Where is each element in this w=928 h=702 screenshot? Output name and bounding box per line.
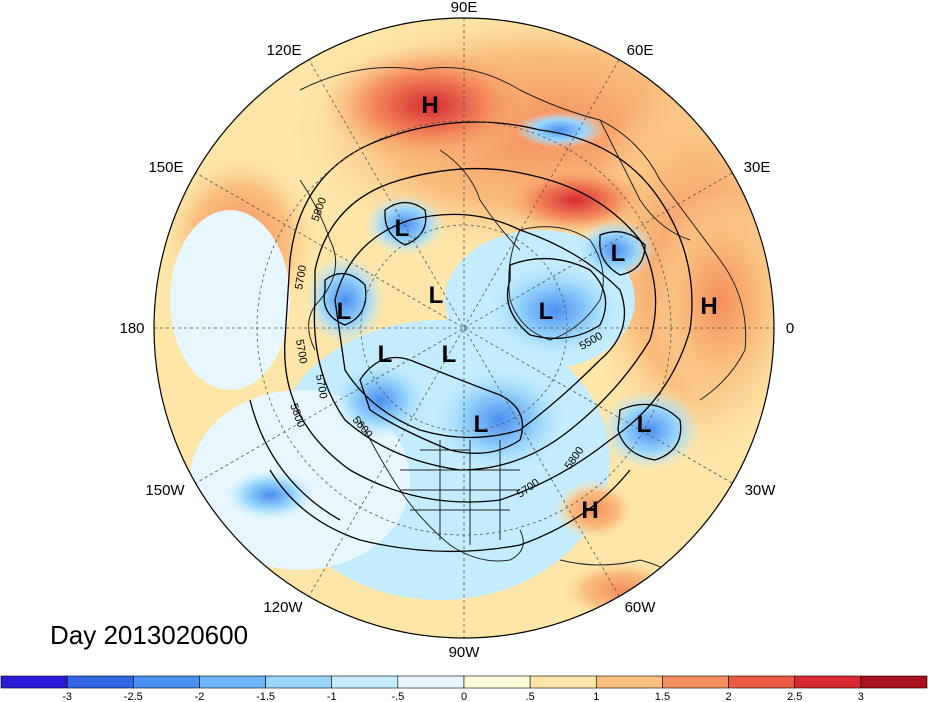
low-center: L bbox=[337, 298, 352, 325]
colorbar-tick-label: -3 bbox=[62, 691, 72, 702]
colorbar-tick-label: 1 bbox=[593, 691, 599, 702]
low-center: L bbox=[378, 341, 393, 368]
colorbar-swatch bbox=[794, 675, 862, 689]
colorbar-swatch bbox=[463, 675, 531, 689]
low-center: L bbox=[429, 282, 444, 309]
colorbar-tick-label: -2.5 bbox=[124, 691, 143, 702]
map-boundary bbox=[153, 17, 775, 639]
colorbar-swatch bbox=[265, 675, 333, 689]
low-center: L bbox=[395, 215, 410, 242]
lon-label-150e: 150E bbox=[148, 159, 183, 176]
lon-label-30e: 30E bbox=[744, 159, 771, 176]
height-contours bbox=[249, 121, 693, 553]
lon-label-120e: 120E bbox=[266, 42, 301, 59]
lon-label-0: 0 bbox=[786, 320, 794, 337]
colorbar-tick-label: 1.5 bbox=[655, 691, 670, 702]
low-center: L bbox=[442, 341, 457, 368]
longitude-labels: 90E 60E 30E 0 30W 60W 90W 120W 150W 180 … bbox=[119, 0, 794, 661]
lon-label-90e: 90E bbox=[451, 0, 478, 16]
lon-label-60e: 60E bbox=[627, 42, 654, 59]
colorbar-swatch bbox=[728, 675, 796, 689]
lon-label-90w: 90W bbox=[449, 644, 481, 661]
low-center: L bbox=[637, 411, 652, 438]
high-center: H bbox=[700, 293, 717, 320]
colorbar-swatch bbox=[860, 675, 928, 689]
colorbar-tick-label: .5 bbox=[526, 691, 535, 702]
colorbar: -3 -2.5 -2 -1.5 -1 -.5 0 .5 1 1.5 2 2.5 3 bbox=[0, 675, 928, 702]
colorbar-tick-label: 3 bbox=[858, 691, 864, 702]
contour-label: 5700 bbox=[293, 264, 309, 290]
colorbar-swatch bbox=[331, 675, 399, 689]
colorbar-swatch bbox=[595, 675, 663, 689]
lon-label-180: 180 bbox=[119, 320, 144, 337]
lon-label-60w: 60W bbox=[625, 599, 657, 616]
colorbar-swatch bbox=[132, 675, 200, 689]
colorbar-tick-label: -1 bbox=[327, 691, 337, 702]
coastlines bbox=[299, 67, 747, 601]
contour-label: 5700 bbox=[313, 373, 329, 399]
low-center: L bbox=[474, 411, 489, 438]
low-center: L bbox=[611, 240, 626, 267]
high-center: H bbox=[421, 92, 438, 119]
colorbar-swatch bbox=[0, 675, 68, 689]
low-center: L bbox=[539, 298, 554, 325]
colorbar-swatch bbox=[662, 675, 729, 689]
high-center: H bbox=[581, 497, 598, 524]
colorbar-swatch bbox=[529, 675, 597, 689]
colorbar-tick-label: -1.5 bbox=[256, 691, 275, 702]
colorbar-tick-label: 2 bbox=[726, 691, 732, 702]
colorbar-swatch bbox=[66, 675, 134, 689]
pressure-centers: H L L L L L L L L H L H bbox=[337, 92, 718, 524]
anomaly-shading bbox=[154, 18, 774, 638]
lon-label-120w: 120W bbox=[263, 599, 303, 616]
colorbar-swatch bbox=[397, 675, 465, 689]
colorbar-swatch bbox=[199, 675, 266, 689]
date-title: Day 2013020600 bbox=[50, 620, 249, 650]
colorbar-tick-label: -.5 bbox=[391, 691, 404, 702]
lon-label-30w: 30W bbox=[745, 482, 777, 499]
colorbar-tick-label: 2.5 bbox=[787, 691, 802, 702]
graticule bbox=[154, 18, 774, 638]
lon-label-150w: 150W bbox=[145, 482, 185, 499]
colorbar-tick-label: 0 bbox=[461, 691, 467, 702]
contour-label: 5700 bbox=[293, 338, 309, 364]
colorbar-tick-label: -2 bbox=[195, 691, 205, 702]
